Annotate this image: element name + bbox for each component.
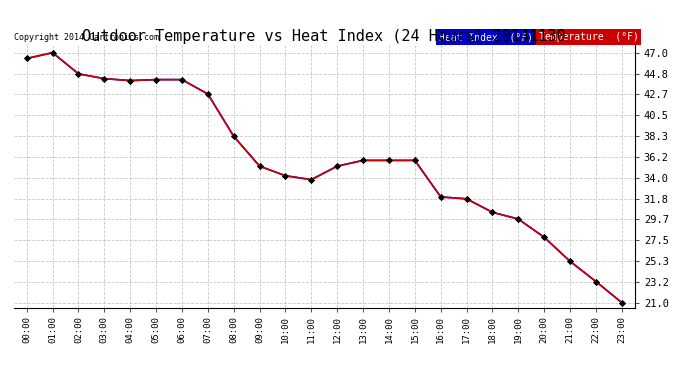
Text: Heat Index  (°F): Heat Index (°F) <box>440 32 533 42</box>
Text: Copyright 2014 Cartronics.com: Copyright 2014 Cartronics.com <box>14 33 159 42</box>
Title: Outdoor Temperature vs Heat Index (24 Hours) 20141130: Outdoor Temperature vs Heat Index (24 Ho… <box>83 29 566 44</box>
Text: Temperature  (°F): Temperature (°F) <box>539 32 638 42</box>
